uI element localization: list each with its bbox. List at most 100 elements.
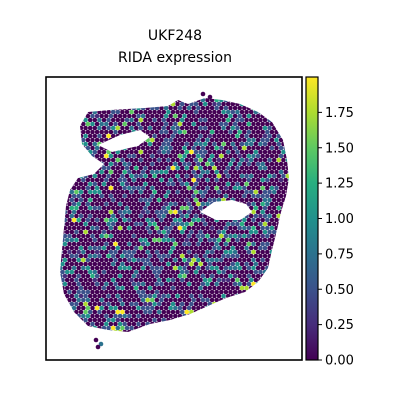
expression-spot: [115, 245, 121, 251]
expression-spot: [216, 189, 222, 195]
expression-spot: [104, 241, 109, 247]
expression-spot: [274, 137, 279, 143]
expression-spot: [219, 153, 224, 159]
expression-spot: [106, 173, 111, 179]
expression-spot: [140, 225, 146, 231]
expression-spot: [209, 105, 215, 111]
expression-spot: [106, 189, 111, 195]
expression-spot: [92, 189, 98, 195]
expression-spot: [156, 277, 162, 283]
expression-spot: [219, 193, 224, 199]
expression-spot: [198, 173, 203, 179]
colorbar-ticks: 0.000.250.500.751.001.251.501.75: [318, 106, 354, 369]
expression-spot: [106, 157, 111, 163]
expression-spot: [196, 257, 201, 263]
expression-spot: [101, 269, 107, 275]
expression-spot: [260, 233, 265, 239]
expression-spot: [129, 325, 134, 331]
expression-spot: [69, 237, 75, 243]
expression-spot: [244, 237, 249, 243]
expression-spot: [258, 149, 263, 155]
expression-spot: [235, 277, 240, 283]
expression-spot: [152, 125, 157, 131]
expression-spot: [154, 313, 160, 319]
expression-spot: [198, 261, 203, 267]
expression-spot: [230, 237, 236, 243]
expression-spot: [140, 161, 146, 167]
expression-spot: [191, 305, 196, 311]
expression-spot: [246, 177, 252, 183]
expression-spot: [129, 205, 134, 211]
expression-spot: [255, 177, 261, 183]
expression-spot: [168, 185, 173, 191]
expression-spot: [147, 229, 153, 235]
expression-spot: [219, 281, 224, 287]
expression-spot: [212, 141, 217, 147]
expression-spot: [147, 165, 153, 171]
expression-spot: [113, 321, 118, 327]
expression-spot: [161, 309, 167, 315]
expression-spot: [131, 297, 137, 303]
expression-spot: [244, 253, 249, 259]
expression-spot: [67, 201, 72, 207]
expression-spot: [212, 269, 217, 275]
expression-spot: [225, 149, 231, 155]
expression-spot: [147, 293, 153, 299]
expression-spot: [251, 241, 256, 247]
expression-spot: [108, 193, 114, 199]
expression-spot: [232, 177, 238, 183]
expression-spot: [110, 237, 116, 243]
expression-spot: [182, 289, 187, 295]
expression-spot: [244, 133, 249, 139]
expression-spot: [143, 165, 148, 171]
expression-spot: [127, 273, 132, 279]
expression-spot: [87, 133, 93, 139]
expression-spot: [117, 225, 123, 231]
expression-spot: [145, 241, 150, 247]
expression-spot: [74, 197, 79, 203]
expression-spot: [140, 185, 146, 191]
expression-spot: [147, 213, 153, 219]
expression-spot: [191, 201, 196, 207]
expression-spot: [127, 169, 132, 175]
expression-spot: [99, 273, 104, 279]
expression-spot: [83, 317, 88, 323]
expression-spot: [235, 109, 240, 115]
expression-spot: [97, 229, 102, 235]
expression-spot: [225, 101, 231, 107]
expression-spot: [239, 245, 245, 251]
expression-spot: [136, 193, 141, 199]
expression-spot: [104, 305, 109, 311]
expression-spot: [189, 141, 194, 147]
expression-spot: [200, 161, 206, 167]
expression-spot: [133, 309, 139, 315]
expression-spot: [189, 189, 194, 195]
expression-spot: [87, 141, 93, 147]
expression-spot: [230, 141, 236, 147]
expression-spot: [193, 189, 199, 195]
expression-spot: [87, 213, 93, 219]
expression-spot: [154, 297, 160, 303]
expression-spot: [230, 221, 236, 227]
expression-spot: [177, 265, 183, 271]
expression-spot: [193, 205, 199, 211]
expression-spot: [182, 297, 187, 303]
expression-spot: [173, 121, 178, 127]
expression-spot: [131, 321, 137, 327]
expression-spot: [179, 293, 185, 299]
expression-spot: [104, 129, 109, 135]
expression-spot: [124, 157, 130, 163]
expression-spot: [258, 269, 263, 275]
expression-spot: [159, 281, 164, 287]
expression-spot: [140, 209, 146, 215]
expression-spot: [173, 305, 178, 311]
expression-spot: [108, 249, 114, 255]
expression-spot: [145, 161, 150, 167]
expression-spot: [92, 245, 98, 251]
expression-spot: [83, 117, 88, 123]
expression-spot: [90, 281, 95, 287]
expression-spot: [200, 137, 206, 143]
expression-spot: [143, 237, 148, 243]
expression-spot: [138, 165, 144, 171]
expression-spot: [94, 225, 100, 231]
